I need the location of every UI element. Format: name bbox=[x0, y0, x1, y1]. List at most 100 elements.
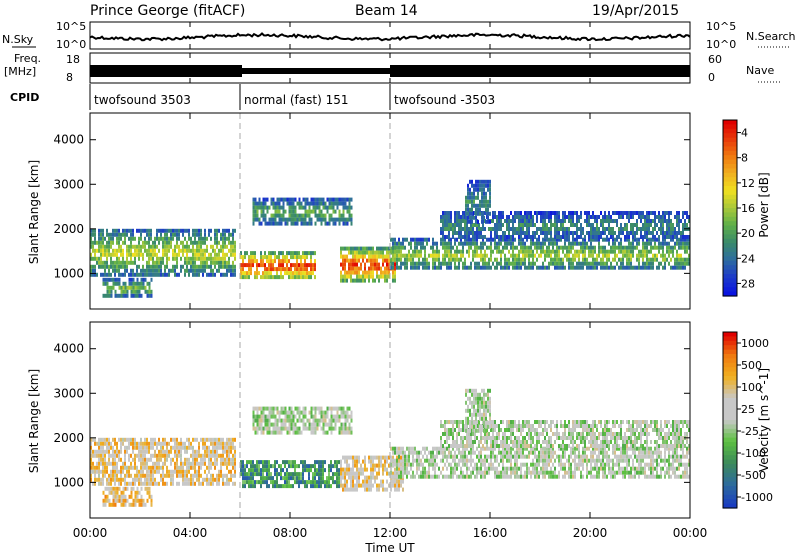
heatmap-cell bbox=[489, 211, 491, 216]
heatmap-cell bbox=[466, 235, 468, 239]
heatmap-cell bbox=[124, 281, 127, 286]
heatmap-cell bbox=[642, 211, 644, 215]
heatmap-cell bbox=[554, 219, 556, 223]
heatmap-cell bbox=[460, 474, 462, 479]
heatmap-cell bbox=[544, 265, 546, 270]
heatmap-cell bbox=[498, 245, 500, 250]
heatmap-cell bbox=[358, 459, 360, 464]
heatmap-cell bbox=[146, 272, 148, 277]
heatmap-cell bbox=[228, 441, 230, 446]
heatmap-cell bbox=[388, 274, 390, 279]
heatmap-cell bbox=[126, 449, 128, 454]
heatmap-cell bbox=[226, 228, 228, 233]
heatmap-cell bbox=[262, 430, 265, 435]
heatmap-cell bbox=[122, 437, 124, 442]
heatmap-cell bbox=[420, 474, 422, 479]
heatmap-cell bbox=[528, 257, 530, 262]
heatmap-cell bbox=[120, 285, 123, 290]
heatmap-cell bbox=[400, 455, 402, 460]
heatmap-cell bbox=[138, 449, 140, 454]
heatmap-cell bbox=[102, 502, 105, 507]
heatmap-cell bbox=[92, 469, 94, 474]
heatmap-cell bbox=[502, 249, 504, 254]
heatmap-cell bbox=[140, 445, 142, 450]
heatmap-cell bbox=[472, 257, 474, 262]
heatmap-cell bbox=[498, 241, 500, 246]
heatmap-cell bbox=[306, 468, 308, 473]
heatmap-cell bbox=[666, 211, 668, 215]
heatmap-cell bbox=[104, 281, 107, 286]
heatmap-cell bbox=[426, 237, 428, 242]
heatmap-cell bbox=[274, 267, 276, 272]
heatmap-cell bbox=[628, 215, 630, 219]
heatmap-cell bbox=[260, 468, 262, 473]
heatmap-cell bbox=[210, 449, 212, 454]
heatmap-cell bbox=[92, 256, 94, 261]
heatmap-cell bbox=[450, 219, 452, 223]
heatmap-cell bbox=[172, 481, 174, 486]
heatmap-cell bbox=[134, 285, 137, 290]
heatmap-cell bbox=[264, 468, 266, 473]
heatmap-cell bbox=[487, 203, 489, 208]
heatmap-cell bbox=[520, 237, 522, 242]
heatmap-cell bbox=[382, 483, 384, 488]
heatmap-cell bbox=[616, 237, 618, 242]
heatmap-cell bbox=[542, 223, 544, 227]
heatmap-cell bbox=[218, 437, 220, 442]
heatmap-cell bbox=[390, 246, 392, 251]
heatmap-cell bbox=[120, 236, 122, 241]
heatmap-cell bbox=[306, 209, 309, 214]
heatmap-cell bbox=[272, 267, 274, 272]
cpid-label: CPID bbox=[10, 91, 39, 104]
heatmap-cell bbox=[252, 422, 255, 427]
heatmap-cell bbox=[162, 461, 164, 466]
heatmap-cell bbox=[398, 450, 400, 455]
heatmap-cell bbox=[484, 466, 486, 471]
heatmap-cell bbox=[450, 466, 452, 471]
heatmap-cell bbox=[476, 249, 478, 254]
heatmap-cell bbox=[220, 445, 222, 450]
heatmap-cell bbox=[334, 460, 336, 465]
heatmap-cell bbox=[278, 275, 280, 280]
heatmap-cell bbox=[228, 437, 230, 442]
heatmap-cell bbox=[470, 454, 472, 459]
heatmap-cell bbox=[194, 252, 196, 257]
heatmap-cell bbox=[216, 461, 218, 466]
heatmap-cell bbox=[136, 264, 138, 269]
heatmap-cell bbox=[370, 467, 372, 472]
heatmap-cell bbox=[140, 453, 142, 458]
heatmap-cell bbox=[208, 461, 210, 466]
heatmap-cell bbox=[616, 223, 618, 227]
heatmap-cell bbox=[194, 240, 196, 245]
heatmap-cell bbox=[114, 453, 116, 458]
heatmap-cell bbox=[192, 461, 194, 466]
heatmap-cell bbox=[338, 209, 341, 214]
heatmap-cell bbox=[144, 236, 146, 241]
heatmap-cell bbox=[206, 473, 208, 478]
heatmap-cell bbox=[682, 227, 684, 231]
heatmap-cell bbox=[544, 237, 546, 242]
heatmap-cell bbox=[184, 268, 186, 273]
heatmap-cell bbox=[282, 275, 284, 280]
heatmap-cell bbox=[260, 430, 263, 435]
heatmap-cell bbox=[482, 458, 484, 463]
heatmap-cell bbox=[116, 293, 119, 298]
heatmap-cell bbox=[346, 221, 349, 226]
heatmap-cell bbox=[210, 252, 212, 257]
heatmap-cell bbox=[320, 197, 323, 202]
heatmap-cell bbox=[298, 267, 300, 272]
heatmap-cell bbox=[672, 231, 674, 235]
heatmap-cell bbox=[344, 414, 347, 419]
heatmap-cell bbox=[142, 256, 144, 261]
heatmap-cell bbox=[250, 263, 252, 268]
heatmap-cell bbox=[152, 244, 154, 249]
heatmap-cell bbox=[636, 257, 638, 262]
heatmap-cell bbox=[390, 470, 392, 475]
heatmap-cell bbox=[424, 261, 426, 266]
heatmap-cell bbox=[110, 293, 113, 298]
heatmap-cell bbox=[326, 422, 329, 427]
heatmap-cell bbox=[174, 232, 176, 237]
heatmap-cell bbox=[110, 260, 112, 265]
heatmap-cell bbox=[456, 466, 458, 471]
heatmap-cell bbox=[108, 293, 111, 298]
